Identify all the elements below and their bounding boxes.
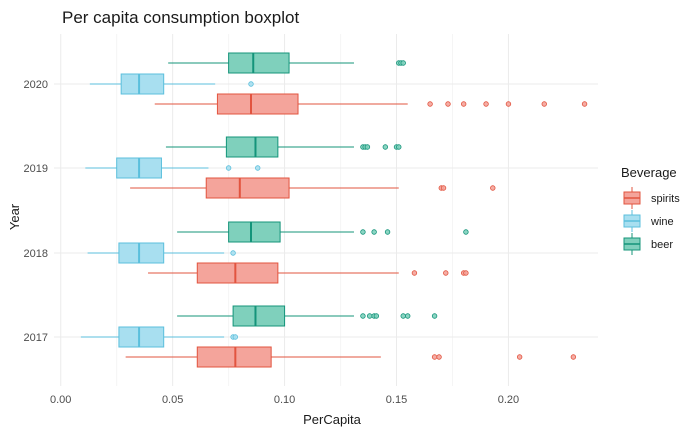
outlier-point — [581, 101, 588, 107]
outlier-point — [431, 313, 438, 319]
outlier-point — [460, 101, 467, 107]
outlier-point — [384, 229, 391, 235]
outlier-point — [396, 144, 402, 150]
outlier-point — [570, 354, 577, 360]
x-axis-title: PerCapita — [303, 412, 362, 427]
y-tick-label: 2017 — [24, 332, 48, 344]
outlier-point — [225, 165, 232, 171]
x-tick-label: 0.10 — [274, 394, 295, 406]
outlier-point — [490, 185, 496, 191]
x-axis: 0.00 0.05 0.10 0.15 0.20 — [50, 394, 519, 406]
outlier-point — [373, 313, 380, 319]
box-spirits-2019 — [130, 177, 496, 199]
box-iqr — [205, 177, 290, 199]
y-tick-label: 2019 — [24, 163, 48, 175]
legend-title: Beverage — [621, 165, 677, 180]
outlier-point — [440, 185, 447, 191]
outlier-point — [382, 144, 389, 150]
legend-label-spirits: spirits — [651, 193, 680, 205]
outlier-point — [400, 313, 406, 319]
plot-area — [80, 52, 588, 368]
outlier-point — [232, 334, 239, 340]
x-tick-label: 0.20 — [498, 394, 519, 406]
outlier-point — [230, 250, 236, 256]
box-beer-2018 — [177, 221, 469, 243]
box-beer-2020 — [168, 52, 406, 74]
outlier-point — [371, 229, 377, 235]
box-iqr — [225, 136, 279, 158]
outlier-point — [431, 354, 438, 360]
box-beer-2017 — [177, 305, 438, 327]
x-tick-label: 0.15 — [386, 394, 407, 406]
x-tick-label: 0.00 — [50, 394, 71, 406]
box-iqr — [196, 262, 279, 284]
outlier-point — [364, 144, 371, 150]
legend: Beverage spirits wine beer — [621, 165, 680, 255]
outlier-point — [483, 101, 489, 107]
legend-label-wine: wine — [650, 216, 674, 228]
outlier-point — [405, 313, 411, 319]
box-wine-2017 — [80, 326, 239, 348]
legend-item-beer: beer — [623, 233, 673, 255]
outlier-point — [541, 101, 547, 107]
outlier-point — [516, 354, 523, 360]
legend-item-wine: wine — [623, 210, 674, 232]
outlier-point — [443, 270, 449, 276]
outlier-point — [445, 101, 451, 107]
outlier-point — [505, 101, 512, 107]
x-tick-label: 0.05 — [162, 394, 183, 406]
outlier-point — [360, 229, 366, 235]
y-tick-label: 2018 — [24, 248, 48, 260]
outlier-point — [248, 81, 254, 87]
box-wine-2020 — [89, 73, 254, 95]
box-spirits-2017 — [125, 346, 577, 368]
outlier-point — [463, 270, 469, 276]
chart-title: Per capita consumption boxplot — [62, 8, 299, 27]
box-iqr — [228, 221, 281, 243]
box-iqr — [232, 305, 286, 327]
box-spirits-2018 — [148, 262, 469, 284]
box-iqr — [216, 93, 299, 115]
y-axis-title: Year — [7, 203, 22, 230]
box-wine-2018 — [87, 242, 236, 264]
outlier-point — [411, 270, 418, 276]
box-iqr — [118, 326, 165, 348]
y-axis: 2017 2018 2019 2020 — [24, 79, 48, 344]
outlier-point — [366, 313, 373, 319]
y-tick-label: 2020 — [24, 79, 48, 91]
outlier-point — [360, 313, 366, 319]
box-wine-2019 — [85, 157, 261, 179]
legend-item-spirits: spirits — [623, 187, 680, 209]
box-iqr — [228, 52, 290, 74]
outlier-point — [400, 60, 406, 66]
box-iqr — [196, 346, 272, 368]
box-iqr — [118, 242, 165, 264]
outlier-point — [427, 101, 433, 107]
legend-label-beer: beer — [651, 239, 673, 251]
outlier-point — [436, 354, 442, 360]
outlier-point — [255, 165, 261, 171]
box-beer-2019 — [165, 136, 402, 158]
box-spirits-2020 — [154, 93, 588, 115]
outlier-point — [463, 229, 469, 235]
box-iqr — [120, 73, 165, 95]
